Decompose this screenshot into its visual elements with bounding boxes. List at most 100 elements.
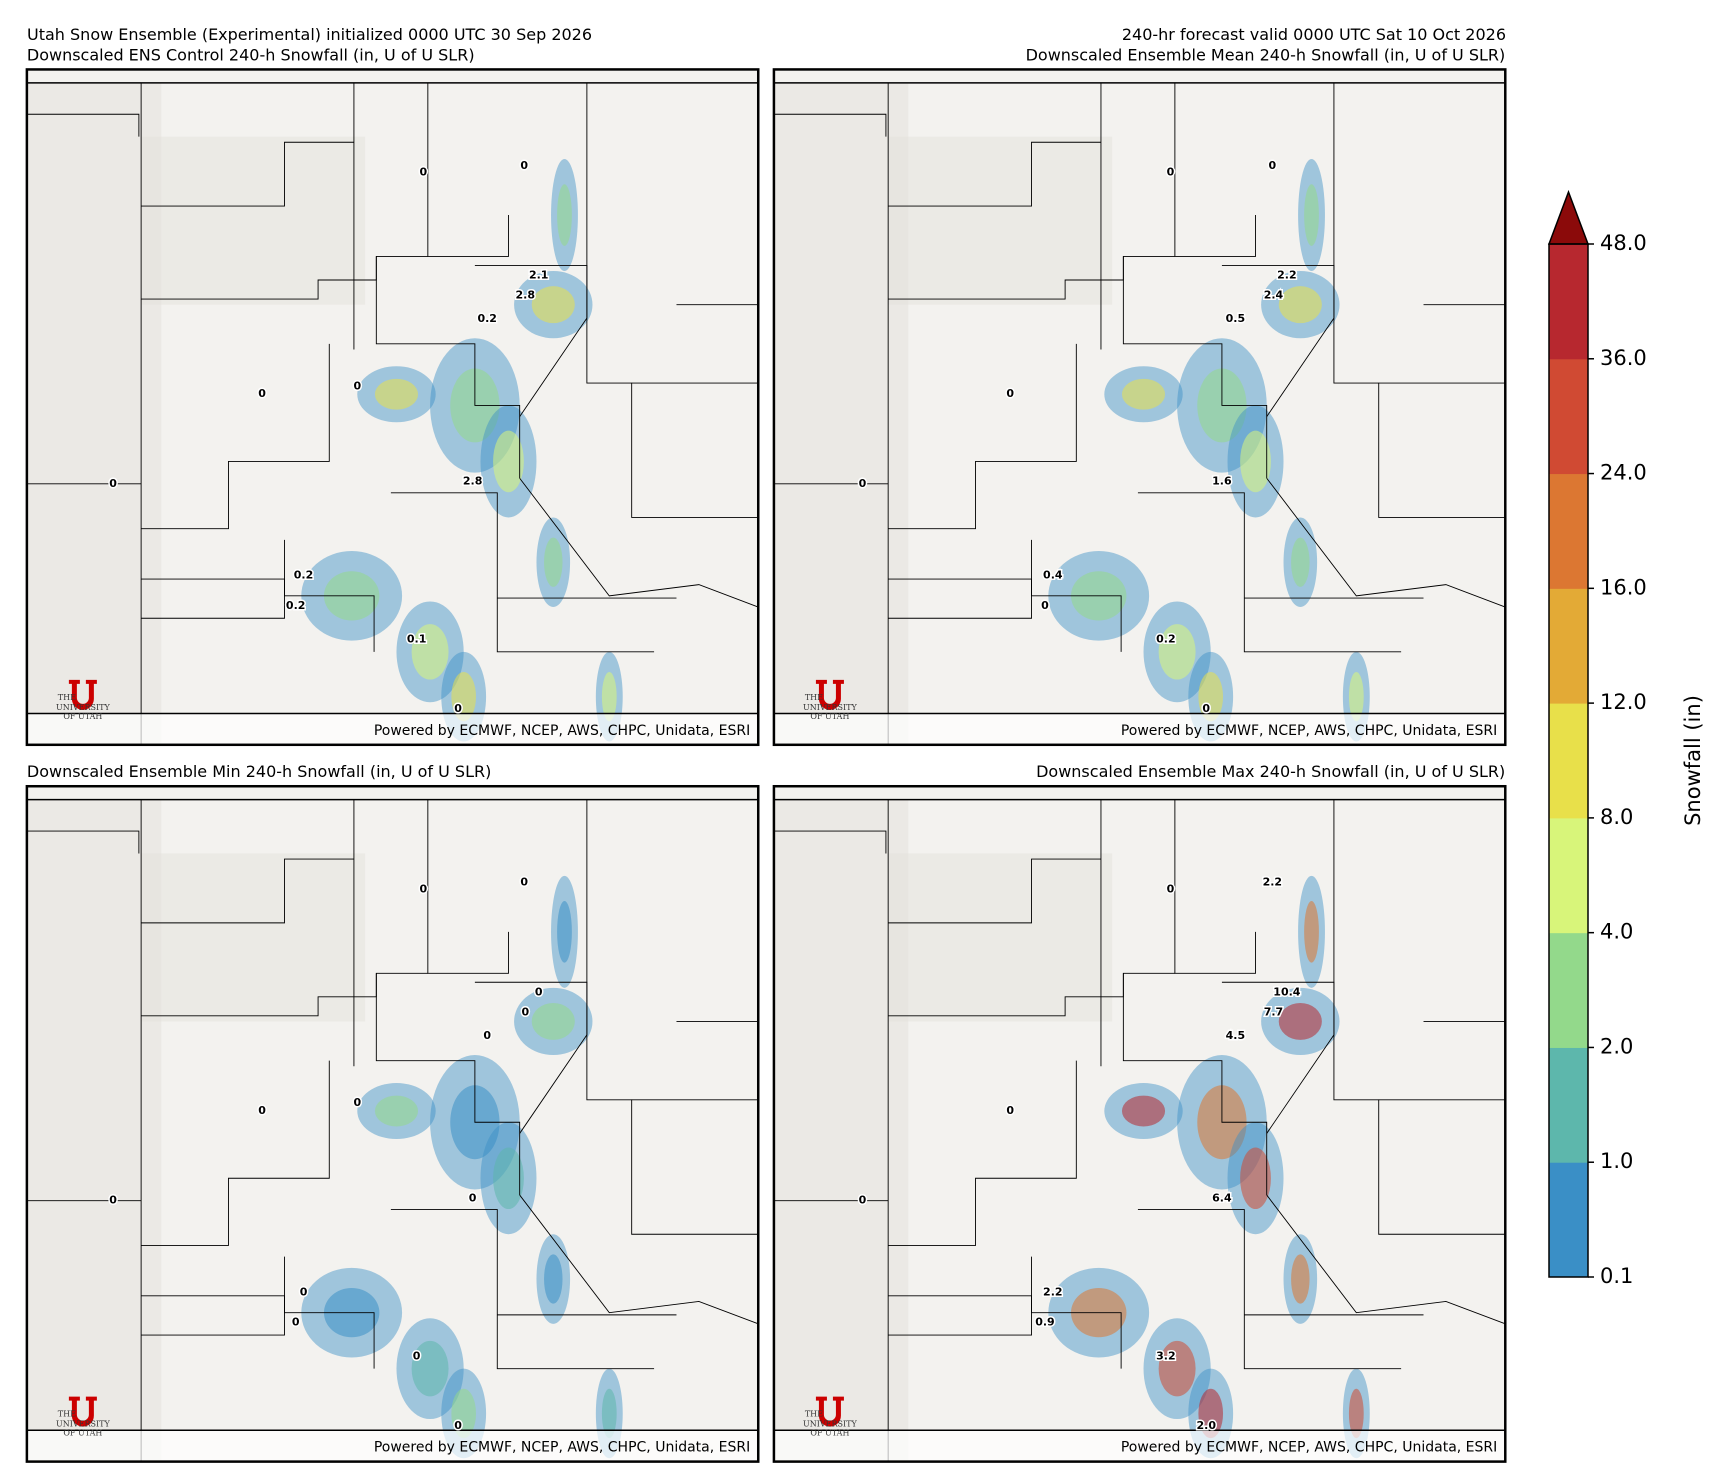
border xyxy=(427,82,509,257)
border xyxy=(141,972,428,1017)
point-value: 0 xyxy=(258,1104,266,1117)
colorbar-tick-label: 1.0 xyxy=(1600,1149,1633,1173)
border xyxy=(888,578,1032,619)
point-value: 0 xyxy=(520,876,528,889)
credit-strip xyxy=(773,1430,1506,1462)
credit: Powered by ECMWF, NCEP, AWS, CHPC, Unida… xyxy=(1121,723,1497,739)
logo-text: UNIVERSITY xyxy=(803,703,858,712)
border xyxy=(888,1295,1032,1336)
point-value: 2.1 xyxy=(529,269,549,282)
terrain-shade xyxy=(141,136,366,305)
snow-area xyxy=(1348,672,1364,722)
point-value: 2.8 xyxy=(516,289,536,302)
snow-area xyxy=(1278,286,1322,324)
border xyxy=(141,858,354,924)
point-value: 0 xyxy=(521,1005,529,1018)
border xyxy=(390,492,655,653)
terrain-shade xyxy=(26,800,162,1462)
credit-strip xyxy=(26,713,759,745)
snow-area xyxy=(544,537,563,587)
colorbar-label: Snowfall (in) xyxy=(1681,695,1705,826)
credit: Powered by ECMWF, NCEP, AWS, CHPC, Unida… xyxy=(374,723,750,739)
point-value: 0 xyxy=(469,1191,477,1204)
point-value: 0 xyxy=(535,985,543,998)
terrain-shade xyxy=(773,83,909,745)
border xyxy=(26,830,140,854)
border xyxy=(1137,1209,1402,1370)
point-value: 2.4 xyxy=(1264,289,1284,302)
snow-area xyxy=(451,672,476,722)
logo-text: THE xyxy=(58,693,76,702)
point-value: 0.4 xyxy=(1043,569,1063,582)
border xyxy=(1122,973,1268,1196)
colorbar-segment xyxy=(1549,244,1588,360)
snow-area xyxy=(493,430,524,493)
point-value: 0 xyxy=(1041,599,1049,612)
logo-text: UNIVERSITY xyxy=(56,703,111,712)
snow-area xyxy=(1240,430,1271,493)
colorbar-tick-label: 16.0 xyxy=(1600,575,1647,599)
snow-area xyxy=(1304,901,1319,963)
logo-text: OF UTAH xyxy=(63,1429,102,1438)
colorbar-segment xyxy=(1549,358,1588,475)
border xyxy=(26,113,140,137)
map-panel: Downscaled ENS Control 240-h Snowfall (i… xyxy=(25,45,760,747)
border xyxy=(141,256,428,300)
point-value: 0.5 xyxy=(1226,312,1246,325)
snow-area xyxy=(1291,537,1310,587)
colorbar-segment xyxy=(1549,703,1588,819)
border xyxy=(1137,492,1402,653)
point-value: 0.2 xyxy=(294,569,314,582)
snow-area xyxy=(1291,1254,1310,1304)
border xyxy=(888,858,1101,924)
border xyxy=(141,141,354,207)
point-value: 0 xyxy=(292,1316,300,1329)
colorbar-tick-label: 4.0 xyxy=(1600,920,1633,944)
logo-u xyxy=(815,1396,844,1427)
border xyxy=(888,343,1077,530)
border xyxy=(141,1060,330,1246)
point-value: 0 xyxy=(353,379,361,392)
map-panel: Downscaled Ensemble Mean 240-h Snowfall … xyxy=(772,45,1507,747)
colorbar-segment xyxy=(1549,1047,1588,1163)
snow-area xyxy=(411,1340,449,1397)
border xyxy=(141,578,285,619)
point-value: 0 xyxy=(258,387,266,400)
logo-text: OF UTAH xyxy=(810,1429,849,1438)
colorbar-frame xyxy=(1548,243,1589,1278)
panel-frame xyxy=(25,68,760,747)
border xyxy=(427,799,509,974)
point-value: 0 xyxy=(420,882,428,895)
border xyxy=(1266,477,1506,608)
border xyxy=(773,830,887,854)
panel-title: Downscaled ENS Control 240-h Snowfall (i… xyxy=(27,45,475,64)
point-value: 0 xyxy=(420,165,428,178)
credit-strip xyxy=(26,1430,759,1462)
panel-title: Downscaled Ensemble Min 240-h Snowfall (… xyxy=(27,762,491,781)
point-value: 0 xyxy=(483,1029,491,1042)
logo-text: UNIVERSITY xyxy=(803,1420,858,1429)
colorbar-segment xyxy=(1549,1162,1588,1278)
border xyxy=(141,1295,285,1336)
init-title: Utah Snow Ensemble (Experimental) initia… xyxy=(27,25,592,44)
colorbar-tick-label: 36.0 xyxy=(1600,346,1647,370)
logo-text: UNIVERSITY xyxy=(56,1420,111,1429)
point-value: 2.8 xyxy=(463,475,483,488)
border xyxy=(1031,539,1122,652)
point-value: 0 xyxy=(1167,165,1175,178)
colorbar-segment xyxy=(1549,817,1588,934)
snow-area xyxy=(1121,1095,1166,1127)
border xyxy=(375,256,521,479)
logo-text: OF UTAH xyxy=(63,712,102,721)
point-value: 2.2 xyxy=(1277,269,1297,282)
point-value: 0 xyxy=(413,1349,421,1362)
snow-area xyxy=(1198,672,1224,722)
snow-area xyxy=(1121,378,1166,410)
border xyxy=(1174,82,1256,257)
colorbar-tick-label: 2.0 xyxy=(1600,1034,1633,1058)
point-value: 0 xyxy=(1006,1104,1014,1117)
border xyxy=(474,981,588,1134)
border xyxy=(888,1060,1077,1246)
